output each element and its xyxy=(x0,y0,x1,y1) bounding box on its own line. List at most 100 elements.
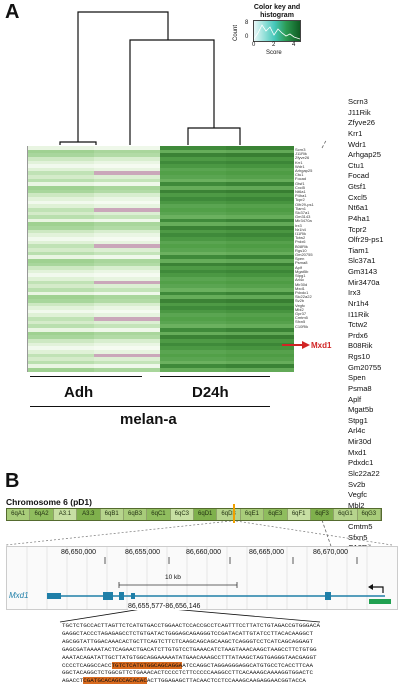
heatmap-cell xyxy=(94,277,160,281)
heatmap-cell xyxy=(94,295,160,299)
heatmap-cell xyxy=(94,368,160,372)
heatmap-cell xyxy=(226,284,294,288)
melan-a-label: melan-a xyxy=(120,411,177,428)
heatmap-cell xyxy=(28,335,94,339)
heatmap-cell xyxy=(160,295,226,299)
heatmap-row-label: Gpr37 xyxy=(295,310,307,316)
heatmap-cell xyxy=(28,240,94,245)
heatmap-cell xyxy=(94,247,160,252)
heatmap-row xyxy=(28,218,294,223)
heatmap-row-label: Gm20755 xyxy=(295,252,313,258)
heatmap-cell xyxy=(28,266,94,270)
heatmap-cell xyxy=(226,298,294,303)
heatmap-cell xyxy=(94,317,160,321)
heatmap-cell xyxy=(94,178,160,183)
heatmap-cell xyxy=(160,364,226,369)
heatmap-row-label: Zfyve26 xyxy=(295,155,310,161)
heatmap-cell xyxy=(28,306,94,310)
heatmap-cell xyxy=(94,171,160,176)
gene-list-item: Focad xyxy=(348,171,370,181)
heatmap-row xyxy=(28,160,294,165)
gene-list-item: Sv2b xyxy=(348,479,366,489)
heatmap-cell xyxy=(226,306,294,310)
heatmap-cell xyxy=(94,269,160,274)
heatmap-cell xyxy=(94,273,160,278)
heatmap-cell xyxy=(226,175,294,179)
heatmap-cell xyxy=(226,364,294,369)
heatmap-row-label: Gtsf1 xyxy=(295,180,305,186)
chromosome-band: 6qC3 xyxy=(170,509,194,520)
heatmap-cell xyxy=(160,186,226,190)
sequence-line: GGCTACAGGCTCTGGCGTTCTGAAACACTCCCCTCTTCCC… xyxy=(62,669,338,677)
heatmap-cell xyxy=(28,313,94,318)
heatmap-cell xyxy=(28,364,94,369)
color-key-xtick-4: 4 xyxy=(292,42,296,48)
heatmap-cell xyxy=(160,317,226,321)
heatmap-cell xyxy=(28,368,94,372)
heatmap-cell xyxy=(160,182,226,187)
heatmap-cell xyxy=(94,251,160,256)
heatmap-row-label: Krr1 xyxy=(295,159,303,165)
sequence-text: ACTTGGAGAGCTTACAACTCCTCCAAAGCAAGAGGAACGG… xyxy=(146,677,306,685)
heatmap-row xyxy=(28,196,294,201)
heatmap-cell xyxy=(94,262,160,267)
heatmap-row xyxy=(28,233,294,238)
heatmap-cell xyxy=(28,171,94,176)
heatmap-row xyxy=(28,164,294,168)
sequence-text: AAATACAGATATTGCTTATGTGGCAGGAAAAATATGAACA… xyxy=(62,653,317,661)
heatmap-row xyxy=(28,313,294,318)
heatmap-cell xyxy=(226,178,294,183)
color-key: Color key and histogram Count 8 0 0 2 4 … xyxy=(232,4,304,58)
chromosome-band: 6qD1 xyxy=(194,509,218,520)
heatmap-cell xyxy=(160,189,226,194)
sequence-line: CCCCTCAGGCCACCTGTCTCATGTGGCAGCAGGAATCCAG… xyxy=(62,661,338,670)
heatmap-row xyxy=(28,207,294,212)
heatmap-row-label: Arl4c xyxy=(295,277,305,283)
heatmap-row xyxy=(28,284,294,288)
color-key-title: Color key and histogram xyxy=(253,4,301,19)
heatmap-row xyxy=(28,215,294,219)
gene-list-item: B08Rik xyxy=(348,341,373,351)
heatmap-cell xyxy=(160,313,226,318)
heatmap-cell xyxy=(226,258,294,263)
gene-list-item: I11Rik xyxy=(348,309,369,319)
color-key-gradient xyxy=(253,20,301,42)
heatmap-cell xyxy=(226,207,294,212)
mxd1-callout: Mxd1 xyxy=(282,340,331,350)
heatmap-row-label: Rgs10 xyxy=(295,247,307,253)
heatmap-cell xyxy=(160,262,226,267)
heatmap-cell xyxy=(94,164,160,168)
heatmap-cell xyxy=(226,186,294,190)
heatmap-row-label: Ctu1 xyxy=(295,172,304,178)
heatmap-cell xyxy=(226,291,294,296)
heatmap-cell xyxy=(28,251,94,256)
heatmap-row-label: J11Rik xyxy=(295,151,307,157)
heatmap-row xyxy=(28,338,294,343)
heatmap-cell xyxy=(94,364,160,369)
heatmap-cell xyxy=(94,353,160,358)
heatmap-cell xyxy=(28,360,94,365)
heatmap-cell xyxy=(28,178,94,183)
heatmap-cell xyxy=(94,196,160,201)
heatmap-row-label: Slc37a1 xyxy=(295,210,310,216)
gene-list-item: Mgat5b xyxy=(348,405,374,415)
heatmap-cell xyxy=(226,269,294,274)
heatmap-row xyxy=(28,211,294,216)
heatmap-cell xyxy=(160,309,226,314)
locus-zoom-lines xyxy=(5,521,393,546)
heatmap-row-label: Scrn3 xyxy=(295,147,306,152)
heatmap-cell xyxy=(226,353,294,358)
heatmap-cell xyxy=(94,156,160,161)
gene-list-item: Olfr29-ps1 xyxy=(348,235,384,245)
heatmap-cell xyxy=(160,349,226,354)
heatmap-cell xyxy=(226,164,294,168)
gene-list-item: Tiam1 xyxy=(348,245,369,255)
gene-list-item: Nr1h4 xyxy=(348,298,369,308)
heatmap-row xyxy=(28,357,294,361)
gene-list-item: Mbl2 xyxy=(348,500,365,510)
heatmap-cell xyxy=(94,338,160,343)
gene-list-item: Tcpr2 xyxy=(348,224,367,234)
gene-list-item: Mxd1 xyxy=(348,447,367,457)
heatmap-cell xyxy=(226,277,294,281)
gene-list-item: Nt6a1 xyxy=(348,203,369,213)
